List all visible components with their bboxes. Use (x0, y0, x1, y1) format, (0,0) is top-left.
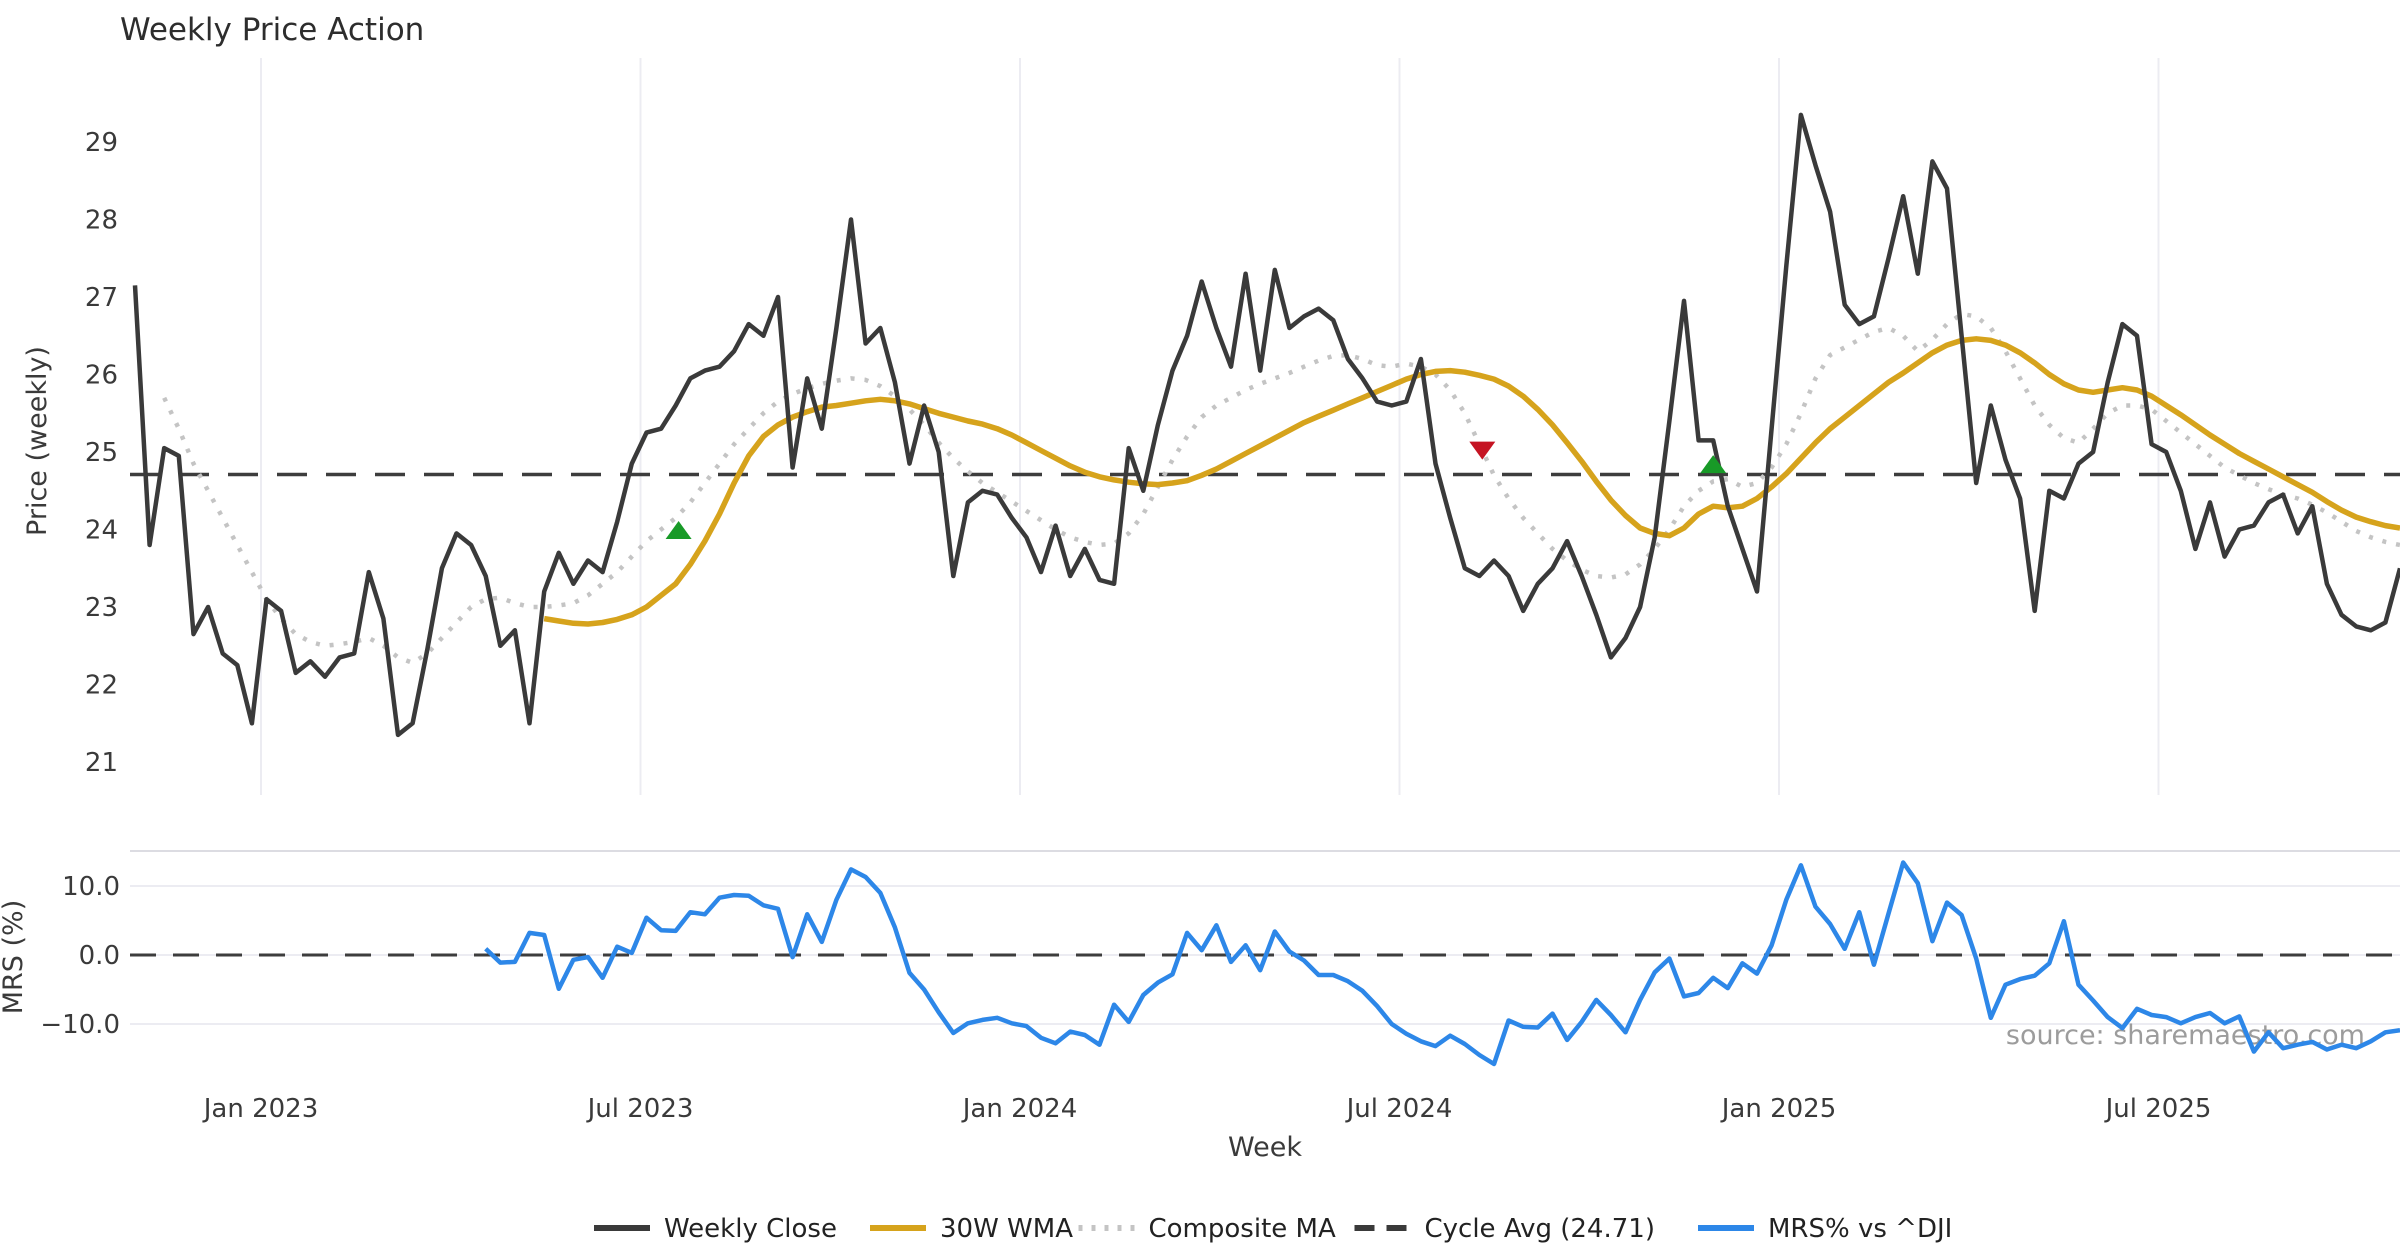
signal-markers-layer (665, 441, 1727, 540)
legend-label: Weekly Close (664, 1214, 837, 1244)
price-ytick-label: 21 (85, 748, 118, 778)
date-tick-label: Jan 2024 (961, 1094, 1078, 1124)
tick-labels-layer: 29 28 27 26 25 24 23 22 21 10.0 0.0 −10.0 Jan 2023 Ju… (40, 128, 2211, 1244)
mrs-axis-label: MRS (%) (0, 900, 29, 1015)
triangle-up-marker (1700, 455, 1727, 474)
composite-ma-line (162, 311, 2400, 666)
series-layer (132, 112, 2400, 1067)
gridlines-layer (130, 58, 2400, 1025)
triangle-down-marker (1469, 441, 1496, 460)
price-ytick-label: 28 (85, 206, 118, 236)
triangle-up-marker (665, 521, 692, 540)
price-ytick-label: 22 (85, 671, 118, 701)
legend-label: 30W WMA (940, 1214, 1073, 1244)
legend-label: Composite MA (1149, 1214, 1336, 1244)
mrs-ytick-label: 0.0 (79, 941, 120, 971)
price-ytick-label: 29 (85, 128, 118, 158)
mrs-line (484, 860, 2400, 1067)
mrs-ytick-label: −10.0 (40, 1010, 120, 1040)
mrs-ytick-label: 10.0 (62, 872, 120, 902)
weekly-close-line (132, 112, 2400, 738)
price-ytick-label: 24 (85, 516, 118, 546)
legend-label: MRS% vs ^DJI (1768, 1214, 1952, 1244)
x-axis-label: Week (1228, 1132, 1302, 1163)
price-ytick-label: 27 (85, 283, 118, 313)
page-title: Weekly Price Action (120, 12, 424, 48)
legend-label: Cycle Avg (24.71) (1425, 1214, 1655, 1244)
date-tick-label: Jan 2023 (202, 1094, 319, 1124)
price-ytick-label: 26 (85, 361, 118, 391)
date-tick-label: Jan 2025 (1720, 1094, 1837, 1124)
price-ytick-label: 25 (85, 438, 118, 468)
price-axis-label: Price (weekly) (22, 346, 53, 536)
price-ytick-label: 23 (85, 593, 118, 623)
date-tick-label: Jul 2024 (1345, 1094, 1453, 1124)
date-tick-label: Jul 2025 (2104, 1094, 2212, 1124)
date-tick-label: Jul 2023 (586, 1094, 694, 1124)
wma-30w-line (543, 336, 2400, 627)
source-note: source: sharemaestro.com (2006, 1020, 2365, 1051)
